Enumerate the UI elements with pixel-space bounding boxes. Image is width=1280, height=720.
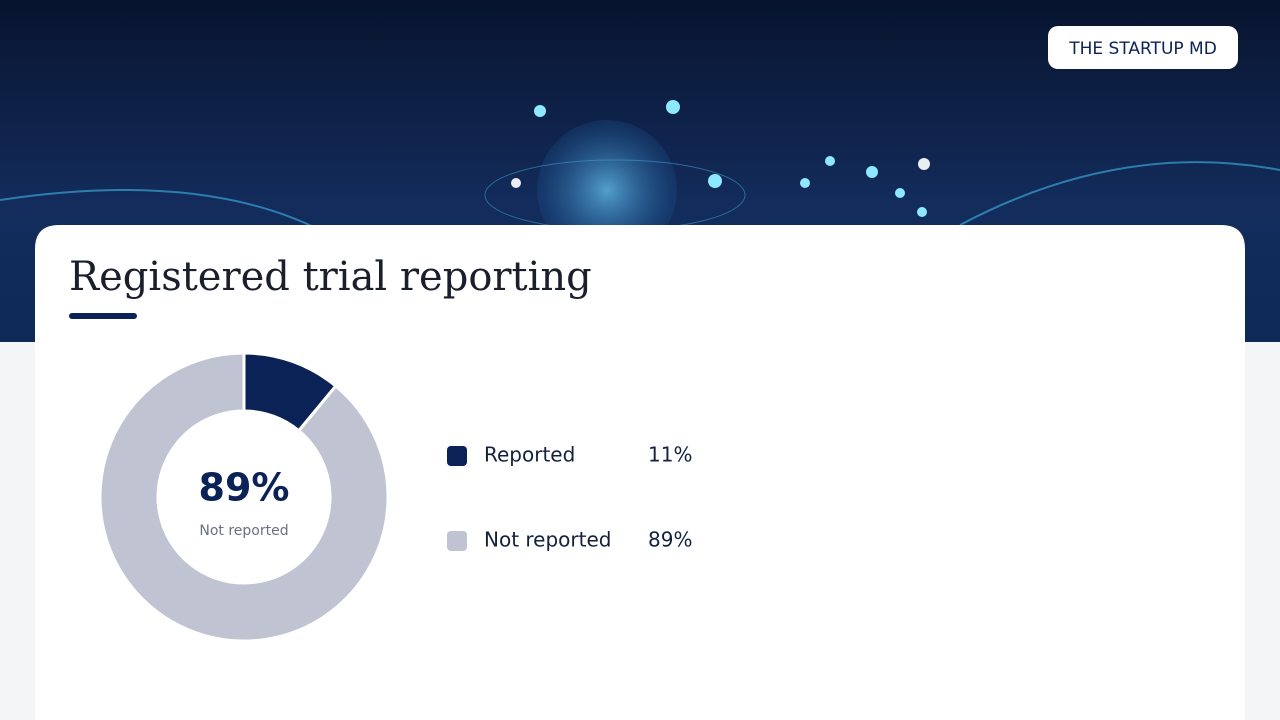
chart-title: Registered trial reporting [69, 254, 592, 300]
center-caption: Not reported [199, 523, 288, 539]
legend-swatch [447, 446, 467, 466]
donut-slice [98, 351, 390, 643]
legend-swatch [447, 531, 467, 551]
center-label: 89% [199, 466, 290, 510]
legend-label: Not reported [484, 528, 611, 552]
title-underline [69, 313, 137, 319]
logo-box [1048, 26, 1238, 69]
wave-decoration [0, 161, 1280, 231]
legend-label: Reported [484, 443, 575, 467]
legend-value: 11% [648, 443, 692, 467]
node-decorations [511, 100, 930, 217]
legend-value: 89% [648, 528, 692, 552]
logo: THE STARTUP MD [1068, 39, 1217, 59]
